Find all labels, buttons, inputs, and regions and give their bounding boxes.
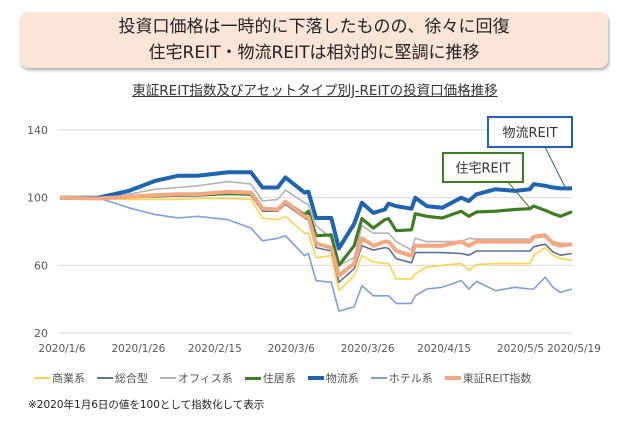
legend-item: 住居系 bbox=[244, 370, 296, 386]
legend-label: 住居系 bbox=[262, 372, 296, 385]
headline-box: 投資口価格は一時的に下落したものの、徐々に回復 住宅REIT・物流REITは相対… bbox=[20, 12, 608, 68]
x-tick-label: 2020/5/19 bbox=[547, 343, 601, 355]
callout-leader-line bbox=[507, 181, 531, 209]
series-line bbox=[60, 180, 572, 267]
series-line bbox=[60, 196, 573, 312]
x-tick-label: 2020/5/5 bbox=[497, 343, 544, 355]
legend-item: ホテル系 bbox=[370, 370, 433, 386]
callout-label: 住宅REIT bbox=[455, 162, 510, 177]
callout-leader-line bbox=[544, 146, 566, 188]
legend-label: 商業系 bbox=[52, 372, 85, 385]
x-tick-label: 2020/3/6 bbox=[268, 343, 315, 355]
legend-swatch bbox=[160, 377, 176, 379]
legend-swatch bbox=[97, 377, 113, 379]
callout-box bbox=[442, 152, 524, 183]
headline-line1: 投資口価格は一時的に下落したものの、徐々に回復 bbox=[118, 17, 510, 37]
legend-swatch bbox=[34, 377, 50, 379]
y-tick-label: 20 bbox=[34, 327, 48, 340]
chart-title: 東証REIT指数及びアセットタイプ別J-REITの投資口価格推移 bbox=[0, 79, 630, 99]
legend-label: 総合型 bbox=[115, 372, 148, 385]
y-tick-label: 100 bbox=[27, 192, 48, 205]
series-line bbox=[59, 191, 573, 267]
x-tick-label: 2020/1/26 bbox=[111, 343, 165, 355]
legend-swatch bbox=[444, 376, 461, 380]
legend-swatch bbox=[370, 377, 387, 379]
callout-box bbox=[487, 116, 573, 148]
legend-item: オフィス系 bbox=[160, 370, 233, 386]
x-tick-label: 2020/2/15 bbox=[188, 343, 242, 355]
legend-swatch bbox=[244, 376, 261, 380]
legend-item: 物流系 bbox=[307, 370, 359, 386]
chart-title-text: 東証REIT指数及びアセットタイプ別J-REITの投資口価格推移 bbox=[132, 83, 498, 99]
legend-label: ホテル系 bbox=[388, 372, 433, 385]
legend-label: 物流系 bbox=[325, 372, 359, 385]
chart-legend: 商業系 総合型 オフィス系 住居系 物流系 ホテル系 東証REIT指数 bbox=[34, 370, 531, 386]
x-tick-label: 2020/1/6 bbox=[38, 343, 85, 355]
headline-line2: 住宅REIT・物流REITは相対的に堅調に推移 bbox=[148, 43, 480, 63]
legend-label: 東証REIT指数 bbox=[462, 372, 532, 385]
footnote: ※2020年1月6日の値を100として指数化して表示 bbox=[28, 399, 265, 411]
y-tick-label: 60 bbox=[34, 259, 48, 272]
series-line bbox=[59, 196, 573, 292]
legend-swatch bbox=[307, 376, 324, 380]
x-tick-label: 2020/4/15 bbox=[417, 343, 471, 355]
legend-item: 商業系 bbox=[34, 370, 85, 386]
legend-label: オフィス系 bbox=[178, 372, 233, 385]
legend-item: 総合型 bbox=[97, 370, 148, 386]
series-line bbox=[59, 189, 573, 278]
callout-label: 物流REIT bbox=[502, 126, 557, 141]
legend-item: 東証REIT指数 bbox=[444, 370, 532, 386]
y-tick-label: 140 bbox=[27, 124, 48, 137]
x-tick-label: 2020/3/26 bbox=[341, 343, 395, 355]
series-line bbox=[60, 170, 572, 251]
